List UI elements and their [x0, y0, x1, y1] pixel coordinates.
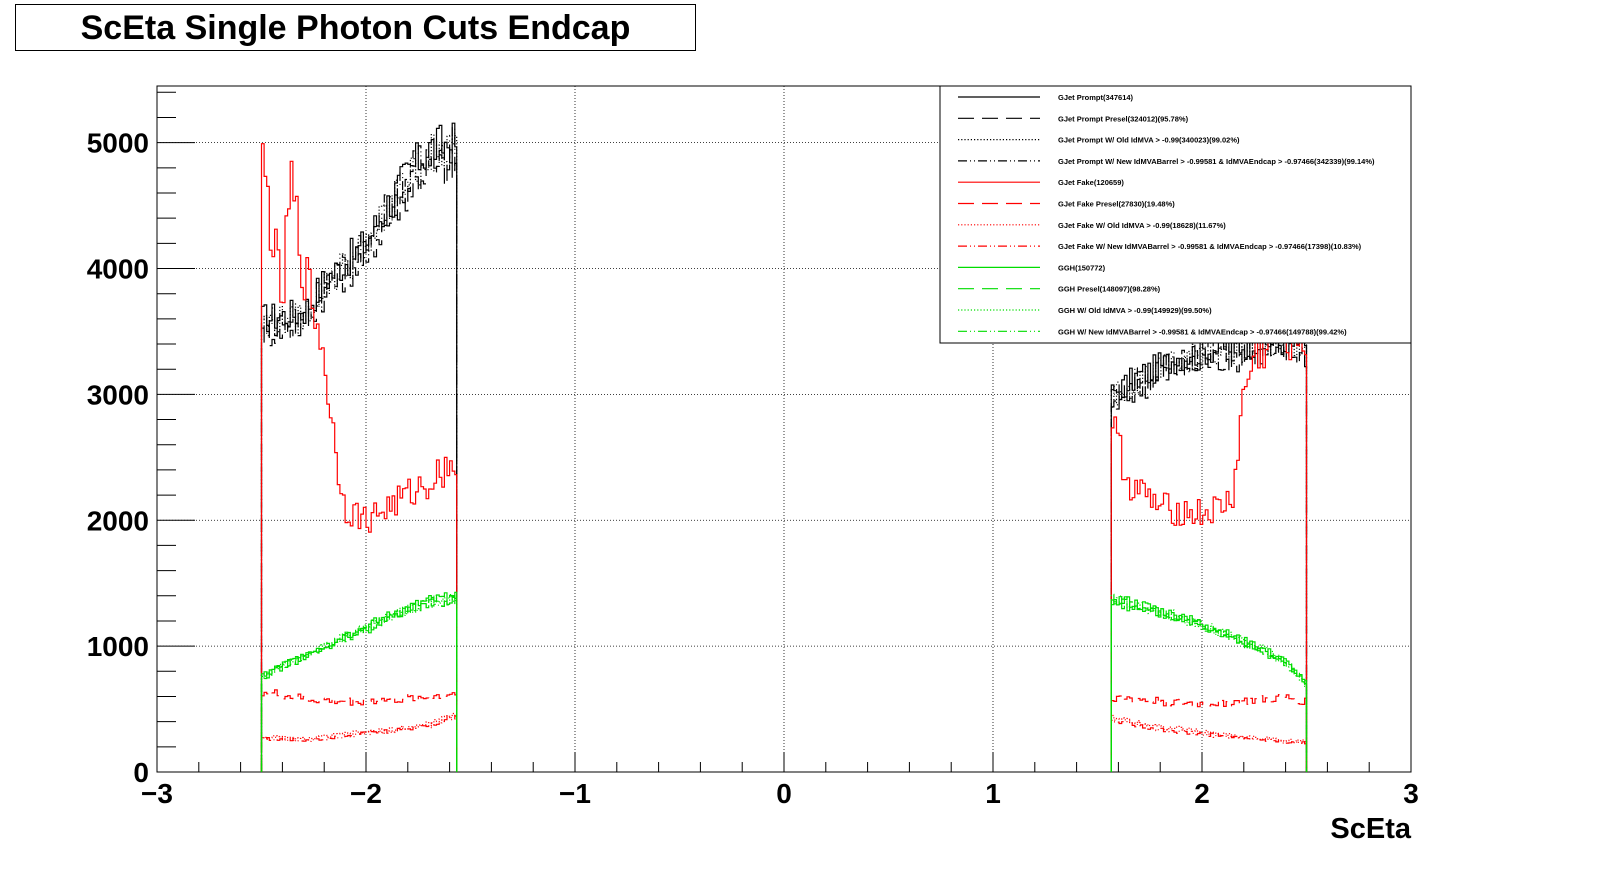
- legend-entry-label: GJet Fake(120659): [1058, 178, 1124, 187]
- series-8: [260, 715, 1308, 772]
- x-tick-label: 0: [776, 778, 792, 809]
- series-6: [260, 689, 1308, 772]
- axis-ticks: −3 −2 −1 0 1 2 3 0 1000 2000 3000 4000 5000: [87, 91, 1419, 809]
- legend: GJet Prompt(347614) GJet Prompt Presel(32…: [939, 85, 1412, 344]
- series-2-region-2: [1110, 342, 1308, 772]
- x-tick-label: −2: [350, 778, 382, 809]
- series-2-region-1: [260, 149, 458, 772]
- series-group: [260, 122, 1308, 772]
- series-12-region-1: [260, 595, 458, 772]
- legend-entry-label: GGH Presel(148097)(98.28%): [1058, 285, 1161, 294]
- series-5-region-1: [260, 143, 458, 772]
- series-9-region-1: [260, 591, 458, 772]
- series-11-region-1: [260, 594, 458, 772]
- series-4-region-2: [1110, 330, 1308, 772]
- series-12-region-2: [1110, 593, 1308, 772]
- x-axis-title: ScEta: [1330, 813, 1411, 845]
- legend-box: [939, 85, 1412, 344]
- x-tick-label: −1: [559, 778, 591, 809]
- series-7-region-1: [260, 712, 458, 772]
- series-3-region-2: [1110, 330, 1308, 772]
- series-6-region-2: [1110, 694, 1308, 772]
- series-4-region-1: [260, 127, 458, 772]
- series-9-region-2: [1110, 596, 1308, 772]
- y-tick-label: 3000: [87, 379, 149, 410]
- x-tick-label: −3: [141, 778, 173, 809]
- chart-title: ScEta Single Photon Cuts Endcap: [80, 9, 631, 47]
- legend-entry-label: GJet Fake Presel(27830)(19.48%): [1058, 200, 1175, 209]
- y-tick-label: 4000: [87, 254, 149, 285]
- series-12: [260, 593, 1308, 772]
- series-7: [260, 712, 1308, 772]
- series-10-region-2: [1110, 597, 1308, 772]
- legend-entry-label: GJet Prompt W/ New IdMVABarrel > -0.9958…: [1058, 157, 1375, 166]
- series-3-region-1: [260, 134, 458, 772]
- series-7-region-2: [1110, 714, 1308, 772]
- x-tick-label: 1: [985, 778, 1001, 809]
- series-11-region-2: [1110, 596, 1308, 772]
- legend-entry-label: GJet Fake W/ New IdMVABarrel > -0.99581 …: [1058, 242, 1362, 251]
- legend-entry-label: GJet Prompt(347614): [1058, 93, 1134, 102]
- legend-entry-label: GGH W/ Old IdMVA > -0.99(149929)(99.50%): [1058, 306, 1212, 315]
- series-3: [260, 134, 1308, 772]
- legend-entry-label: GJet Prompt Presel(324012)(95.78%): [1058, 114, 1189, 123]
- legend-entry-label: GJet Prompt W/ Old IdMVA > -0.99(340023)…: [1058, 136, 1240, 145]
- series-8-region-2: [1110, 719, 1308, 772]
- series-10-region-1: [260, 594, 458, 772]
- series-1-region-1: [260, 122, 458, 772]
- series-11: [260, 594, 1308, 772]
- y-tick-label: 0: [133, 757, 149, 788]
- y-tick-label: 1000: [87, 631, 149, 662]
- series-10: [260, 594, 1308, 772]
- series-8-region-1: [260, 715, 458, 772]
- y-tick-label: 2000: [87, 505, 149, 536]
- legend-entry-label: GGH(150772): [1058, 263, 1106, 272]
- x-tick-label: 3: [1403, 778, 1419, 809]
- chart-title-box: ScEta Single Photon Cuts Endcap: [15, 4, 696, 51]
- x-tick-label: 2: [1194, 778, 1210, 809]
- series-9: [260, 591, 1308, 772]
- series-4: [260, 127, 1308, 772]
- series-6-region-1: [260, 689, 458, 772]
- y-tick-label: 5000: [87, 128, 149, 159]
- legend-entry-label: GGH W/ New IdMVABarrel > -0.99581 & IdMV…: [1058, 327, 1347, 336]
- legend-entry-label: GJet Fake W/ Old IdMVA > -0.99(18628)(11…: [1058, 221, 1226, 230]
